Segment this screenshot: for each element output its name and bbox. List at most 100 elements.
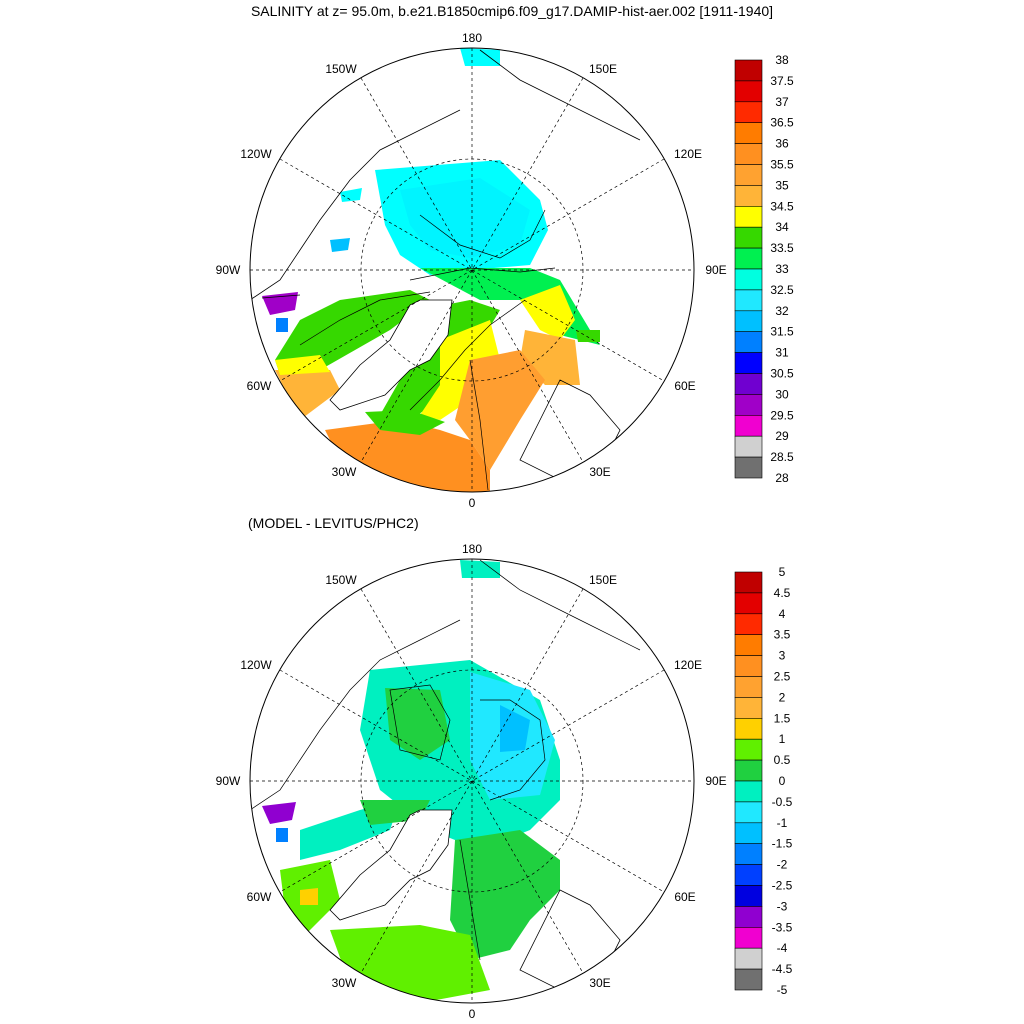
lon-label-150w: 150W: [325, 573, 357, 587]
colorbar-box: [734, 289, 763, 312]
lon-label-30e: 30E: [589, 465, 610, 479]
lon-label-120w: 120W: [240, 658, 272, 672]
lon-label-120w: 120W: [240, 147, 272, 161]
colorbar-label: 28.5: [770, 450, 794, 464]
colorbar-label: 3: [779, 649, 786, 663]
colorbar-box: [734, 864, 763, 886]
colorbar-box: [734, 80, 763, 103]
lon-label-90w: 90W: [216, 263, 241, 277]
colorbar-label: -3: [777, 899, 788, 913]
colorbar-label: -1: [777, 816, 788, 830]
colorbar-label: 2.5: [774, 670, 791, 684]
colorbar-box: [734, 352, 763, 374]
lon-label-150w: 150W: [325, 62, 357, 76]
lon-label-90e: 90E: [705, 263, 726, 277]
colorbar-label: 37: [775, 95, 789, 109]
colorbar-label: -4: [777, 941, 788, 955]
colorbar-label: 33.5: [770, 241, 794, 255]
colorbar-label: 4.5: [774, 586, 791, 600]
colorbar-label: 36.5: [770, 116, 794, 130]
lon-label-150e: 150E: [589, 573, 617, 587]
colorbar-label: 0: [779, 774, 786, 788]
colorbar-label: 30.5: [770, 367, 794, 381]
colorbar-box: [734, 968, 763, 991]
colorbar-label: -3.5: [772, 920, 793, 934]
colorbar-label: -5: [777, 983, 788, 997]
lon-label-60e: 60E: [674, 890, 695, 904]
colorbar-box: [734, 697, 763, 719]
colorbar-box: [734, 676, 763, 698]
lon-label-30w: 30W: [332, 976, 357, 990]
colorbar-box: [734, 592, 763, 615]
colorbar-box: [734, 435, 763, 458]
colorbar-box: [734, 717, 763, 740]
colorbar-box: [734, 801, 763, 824]
colorbar-box: [734, 310, 763, 332]
colorbar-box: [734, 780, 763, 803]
lon-label-150e: 150E: [589, 62, 617, 76]
colorbar-label: 31.5: [770, 325, 794, 339]
colorbar-label: 5: [779, 565, 786, 579]
lon-label-60w: 60W: [247, 379, 272, 393]
colorbar-box: [734, 59, 763, 82]
colorbar-label: 1.5: [774, 711, 791, 725]
colorbar-label: 1: [779, 732, 786, 746]
lon-label-0: 0: [469, 496, 476, 510]
lon-label-60e: 60E: [674, 379, 695, 393]
colorbar-label: 36: [775, 137, 789, 151]
plot-title: SALINITY at z= 95.0m, b.e21.B1850cmip6.f…: [250, 3, 774, 19]
colorbar-box: [734, 906, 763, 928]
colorbar-box: [734, 759, 763, 782]
lon-label-30w: 30W: [332, 465, 357, 479]
lon-label-120e: 120E: [674, 147, 702, 161]
colorbar-label: 29.5: [770, 408, 794, 422]
lon-label-90w: 90W: [216, 774, 241, 788]
colorbar-label: -0.5: [772, 795, 793, 809]
colorbar-box: [734, 394, 763, 416]
colorbar-box: [734, 247, 763, 270]
colorbar-box: [734, 331, 763, 353]
colorbar-box: [734, 206, 763, 228]
colorbar-box: [734, 634, 763, 656]
colorbar-label: -1.5: [772, 837, 793, 851]
colorbar-box: [734, 226, 763, 249]
colorbar-salinity: 38 37.5 37 36.5 36 35.5 35 34.5 34 33.5 33 32.5 32 31…: [734, 53, 794, 485]
colorbar-box: [734, 885, 763, 907]
lon-label-30e: 30E: [589, 976, 610, 990]
colorbar-box: [734, 414, 763, 437]
colorbar-box: [734, 143, 763, 165]
colorbar-box: [734, 947, 763, 970]
colorbar-label: -4.5: [772, 962, 793, 976]
colorbar-label: 32: [775, 304, 789, 318]
colorbar-label: 30: [775, 387, 789, 401]
colorbar-label: 0.5: [774, 753, 791, 767]
colorbar-box: [734, 613, 763, 635]
colorbar-box: [734, 373, 763, 395]
colorbar-box: [734, 456, 763, 479]
difference-map: 180 150E 120E 90E 60E 30E 0 30W 60W 90W …: [216, 542, 727, 1021]
colorbar-box: [734, 122, 763, 144]
colorbar-box: [734, 185, 763, 207]
lon-label-180: 180: [462, 542, 482, 556]
colorbar-box: [734, 571, 763, 594]
lon-label-180: 180: [462, 31, 482, 45]
colorbar-label: 28: [775, 471, 789, 485]
colorbar-box: [734, 268, 763, 291]
colorbar-box: [734, 655, 763, 677]
colorbar-label: 29: [775, 429, 789, 443]
colorbar-box: [734, 101, 763, 124]
colorbar-label: 4: [779, 607, 786, 621]
colorbar-label: 31: [775, 346, 789, 360]
lon-label-90e: 90E: [705, 774, 726, 788]
colorbar-box: [734, 822, 763, 844]
colorbar-label: 34: [775, 220, 789, 234]
colorbar-box: [734, 164, 763, 186]
colorbar-label: 35: [775, 178, 789, 192]
colorbar-label: 2: [779, 690, 786, 704]
colorbar-label: 38: [775, 53, 789, 67]
colorbar-label: 33: [775, 262, 789, 276]
salinity-map: 180 150E 120E 90E 60E 30E 0 30W 60W 90W …: [216, 31, 727, 510]
colorbar-label: -2.5: [772, 879, 793, 893]
colorbar-label: 34.5: [770, 199, 794, 213]
